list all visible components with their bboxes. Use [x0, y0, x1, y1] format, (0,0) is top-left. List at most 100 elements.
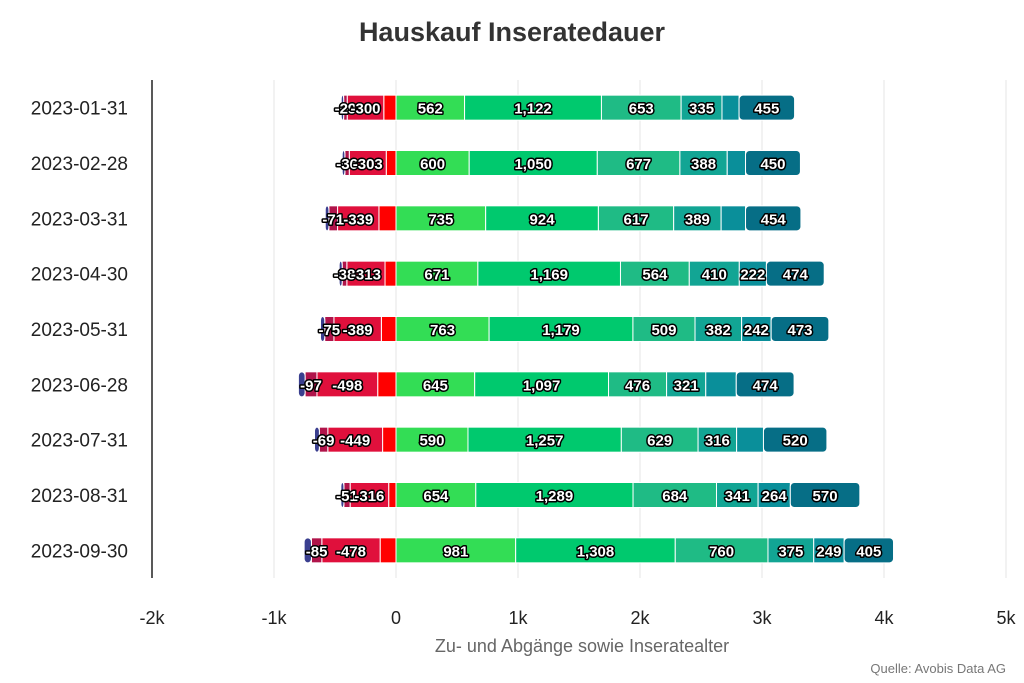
- bar-segment: [314, 426, 320, 453]
- bar-segment: [726, 150, 747, 176]
- data-label: 1,050: [514, 156, 552, 173]
- bar-row: -97 -498 645 1,097 476 321 474: [297, 371, 795, 398]
- bar-segment: [338, 260, 343, 287]
- data-label: -71: [322, 211, 344, 228]
- bar-segment: [380, 316, 397, 342]
- data-label: -69: [313, 433, 335, 450]
- bar-segment: [474, 371, 610, 398]
- bar-segment: [297, 371, 306, 398]
- data-label: 222: [740, 267, 765, 284]
- bar-segment: [765, 260, 825, 287]
- category-label: 2023-06-28: [31, 375, 128, 396]
- bar-segment: [319, 316, 326, 342]
- bar-segment: [673, 205, 722, 232]
- bar-segment: [346, 260, 386, 287]
- category-label: 2023-01-31: [31, 99, 128, 120]
- bar-segment: [767, 537, 815, 564]
- bar-segment: [395, 94, 466, 121]
- data-label: 335: [689, 101, 714, 118]
- bar-segment: [720, 205, 747, 232]
- data-label: 242: [744, 322, 769, 339]
- data-label: 316: [705, 433, 730, 450]
- bar-segment: [736, 426, 764, 453]
- bar-segment: [608, 371, 668, 398]
- data-label: 1,097: [523, 377, 561, 394]
- bar-segment: [762, 426, 828, 453]
- data-label: 735: [428, 211, 453, 228]
- data-label: 474: [783, 267, 809, 284]
- data-label: -303: [353, 156, 383, 173]
- category-label: 2023-04-30: [31, 265, 128, 286]
- bar-segment: [619, 260, 690, 287]
- bar-segment: [340, 94, 345, 121]
- data-label: 249: [816, 543, 841, 560]
- bar-segment: [738, 94, 796, 121]
- bar-row: -36-303 600 1,050 677 388 450: [335, 150, 801, 176]
- bar-segment: [378, 205, 397, 232]
- data-label: 617: [624, 211, 649, 228]
- data-label: 473: [787, 322, 812, 339]
- data-label: 924: [530, 211, 556, 228]
- category-label: 2023-05-31: [31, 320, 128, 341]
- bar-segment: [340, 482, 345, 508]
- bar-row: -69 -449 590 1,257 629 316 520: [311, 426, 828, 453]
- bar-segment: [515, 537, 676, 564]
- x-tick-label: 2k: [630, 608, 650, 628]
- data-label: 388: [691, 156, 716, 173]
- data-label: -51: [336, 488, 358, 505]
- bar-segment: [475, 482, 634, 508]
- x-tick-label: 3k: [752, 608, 772, 628]
- data-label: -85: [306, 543, 328, 560]
- data-label: 677: [626, 156, 651, 173]
- bar-row: -38-313 671 1,169 564 410 222 474: [332, 260, 825, 287]
- x-axis-title: Zu- und Abgänge sowie Inseratealter: [435, 636, 729, 656]
- bar-segment: [715, 482, 759, 508]
- bar-segment: [741, 316, 772, 342]
- data-label: 1,122: [514, 101, 552, 118]
- data-label: 645: [423, 377, 448, 394]
- bar-segment: [666, 371, 707, 398]
- data-label: -29: [335, 101, 357, 118]
- data-label: 600: [420, 156, 445, 173]
- data-label: 629: [647, 433, 672, 450]
- bar-row: -85 -478 981 1,308 760 375 249 405: [303, 537, 895, 564]
- data-label: -97: [300, 377, 322, 394]
- category-label: 2023-02-28: [31, 154, 128, 175]
- data-label: 474: [753, 377, 779, 394]
- x-tick-label: 4k: [874, 608, 894, 628]
- bar-segment: [384, 260, 397, 287]
- data-label: 1,169: [530, 267, 568, 284]
- bar-segment: [789, 482, 861, 508]
- data-label: 509: [651, 322, 676, 339]
- bar-segment: [757, 482, 791, 508]
- bar-segment: [721, 94, 740, 121]
- bar-segment: [348, 150, 387, 176]
- bar-segment: [674, 537, 769, 564]
- source-note: Quelle: Avobis Data AG: [870, 661, 1006, 676]
- bar-segment: [745, 150, 801, 176]
- bar-segment: [333, 316, 382, 342]
- bar-segment: [813, 537, 845, 564]
- bar-segment: [485, 205, 599, 232]
- data-label: 671: [424, 267, 449, 284]
- bar-segment: [843, 537, 895, 564]
- data-label: 1,289: [536, 488, 574, 505]
- category-labels: 2023-01-31 2023-02-28 2023-03-31 2023-04-30…: [31, 99, 128, 563]
- bar-segment: [705, 371, 737, 398]
- bar-row: -75 -389 763 1,179 509 382 242 473: [317, 316, 830, 342]
- x-tick-label: 1k: [508, 608, 528, 628]
- data-label: 1,308: [577, 543, 615, 560]
- data-label: -75: [318, 322, 340, 339]
- bar-segment: [383, 94, 397, 121]
- x-tick-label: 5k: [996, 608, 1016, 628]
- bar-segment: [688, 260, 740, 287]
- category-label: 2023-07-31: [31, 431, 128, 452]
- x-tick-label: -1k: [261, 608, 287, 628]
- data-label: 382: [706, 322, 731, 339]
- bar-segment: [324, 205, 330, 232]
- data-label: -389: [343, 322, 373, 339]
- bar-segment: [735, 371, 795, 398]
- bar-segment: [395, 205, 487, 232]
- bar-segment: [395, 316, 490, 342]
- data-label: -339: [343, 211, 373, 228]
